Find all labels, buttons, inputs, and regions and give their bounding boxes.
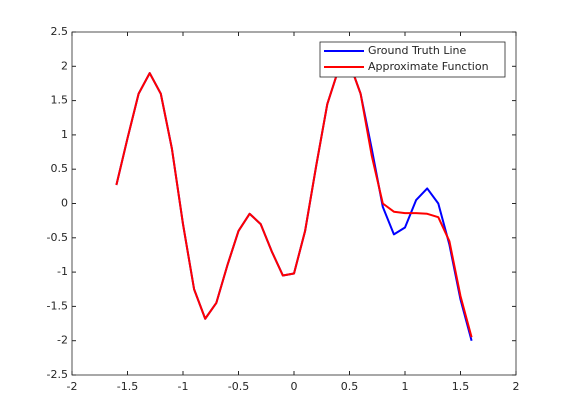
y-tick-label: -1 <box>57 265 68 278</box>
x-tick-label: 0.5 <box>341 380 359 393</box>
x-tick-label: 1 <box>402 380 409 393</box>
x-tick-label: 1.5 <box>452 380 470 393</box>
x-tick-label: -0.5 <box>228 380 249 393</box>
y-tick-label: -1.5 <box>47 299 68 312</box>
y-tick-label: -2.5 <box>47 368 68 381</box>
legend <box>319 41 506 78</box>
y-tick-label: 0.5 <box>51 162 69 175</box>
legend-label: Ground Truth Line <box>368 44 466 57</box>
x-tick-label: 0 <box>291 380 298 393</box>
y-tick-label: 1.5 <box>51 94 69 107</box>
y-tick-label: 2.5 <box>51 25 69 38</box>
y-tick-label: 0 <box>61 197 68 210</box>
x-tick-label: -1 <box>178 380 189 393</box>
y-tick-label: -2 <box>57 334 68 347</box>
y-tick-label: 1 <box>61 128 68 141</box>
y-tick-label: 2 <box>61 59 68 72</box>
x-tick-label: -2 <box>67 380 78 393</box>
legend-label: Approximate Function <box>368 60 489 73</box>
x-tick-label: 2 <box>513 380 520 393</box>
y-tick-label: -0.5 <box>47 231 68 244</box>
series-line <box>115 61 473 338</box>
x-tick-label: -1.5 <box>117 380 138 393</box>
plot-area <box>71 31 517 376</box>
